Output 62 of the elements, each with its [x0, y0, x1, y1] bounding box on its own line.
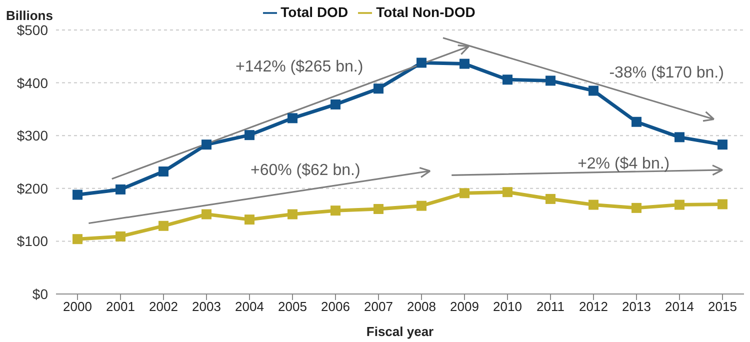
point: [674, 200, 684, 210]
point: [116, 231, 126, 242]
point: [158, 220, 168, 231]
point: [632, 202, 642, 213]
x-axis-title: Fiscal year: [366, 324, 434, 339]
point: [546, 76, 556, 86]
x-tick-label: 2000: [63, 299, 92, 314]
x-tick-label: 2004: [235, 299, 264, 314]
x-tick-label: 2003: [192, 299, 221, 314]
x-tick-label: 2001: [106, 299, 135, 314]
x-tick-label: 2007: [364, 299, 393, 314]
annotation: +2% ($4 bn.): [578, 156, 670, 173]
point: [116, 184, 126, 194]
point: [330, 99, 340, 110]
point: [72, 234, 82, 244]
annotation: +142% ($265 bn.): [236, 58, 364, 76]
point: [288, 209, 298, 220]
point: [244, 214, 254, 225]
x-tick-label: 2011: [536, 299, 564, 314]
point: [588, 86, 598, 96]
point: [718, 199, 728, 210]
y-tick-label: $200: [16, 180, 48, 196]
x-tick-label: 2013: [622, 299, 651, 314]
point: [374, 204, 384, 214]
point: [502, 74, 512, 85]
y-tick-label: $100: [16, 233, 48, 250]
point: [416, 200, 426, 211]
x-tick-label: 2014: [665, 299, 694, 314]
point: [202, 209, 212, 220]
point: [632, 116, 642, 127]
point: [674, 132, 684, 142]
point: [718, 140, 728, 150]
x-tick-label: 2009: [450, 299, 479, 314]
point: [546, 194, 556, 204]
point: [502, 187, 512, 198]
annotation: -38% ($170 bn.): [609, 64, 724, 82]
point: [416, 58, 426, 68]
legend-label: Total DOD: [280, 4, 348, 20]
annotation: +60% ($62 bn.): [250, 162, 360, 180]
point: [460, 58, 470, 69]
x-tick-label: 2006: [321, 299, 350, 314]
point: [202, 140, 212, 150]
y-tick-label: $400: [16, 74, 48, 91]
point: [244, 130, 254, 140]
point: [330, 206, 340, 216]
x-tick-label: 2015: [708, 299, 737, 314]
y-tick-label: $500: [16, 22, 48, 38]
x-tick-label: 2008: [407, 299, 436, 314]
x-tick-label: 2010: [493, 299, 522, 314]
legend-label: Total Non-DOD: [376, 4, 476, 20]
point: [588, 200, 598, 210]
point: [288, 113, 298, 124]
x-tick-label: 2002: [149, 299, 178, 314]
x-tick-label: 2012: [579, 299, 608, 314]
y-tick-label: $0: [32, 286, 48, 302]
x-tick-label: 2005: [278, 299, 307, 314]
point: [72, 190, 82, 200]
point: [460, 188, 470, 198]
y-axis-title: Billions: [6, 8, 53, 23]
point: [374, 84, 384, 94]
point: [158, 166, 168, 177]
y-tick-label: $300: [16, 128, 48, 144]
